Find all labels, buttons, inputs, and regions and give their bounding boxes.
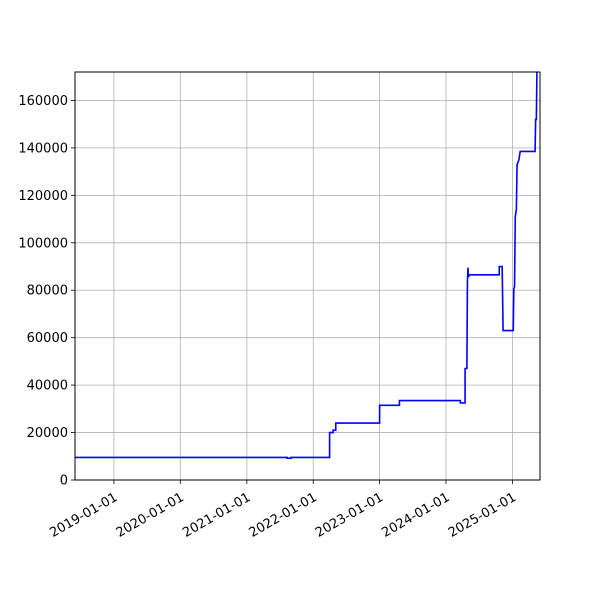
y-tick-label: 100000	[18, 236, 68, 251]
y-tick-label: 60000	[27, 331, 68, 346]
y-tick-label: 140000	[18, 141, 68, 156]
y-tick-label: 120000	[18, 189, 68, 204]
y-tick-label: 160000	[18, 94, 68, 109]
series-layer	[75, 71, 538, 459]
series-line-0	[75, 71, 538, 459]
axes-frame	[74, 71, 541, 481]
y-tick-label: 40000	[27, 379, 68, 394]
y-tick-label: 80000	[27, 284, 68, 299]
y-tick-label: 0	[60, 474, 68, 489]
y-tick-label: 20000	[27, 426, 68, 441]
